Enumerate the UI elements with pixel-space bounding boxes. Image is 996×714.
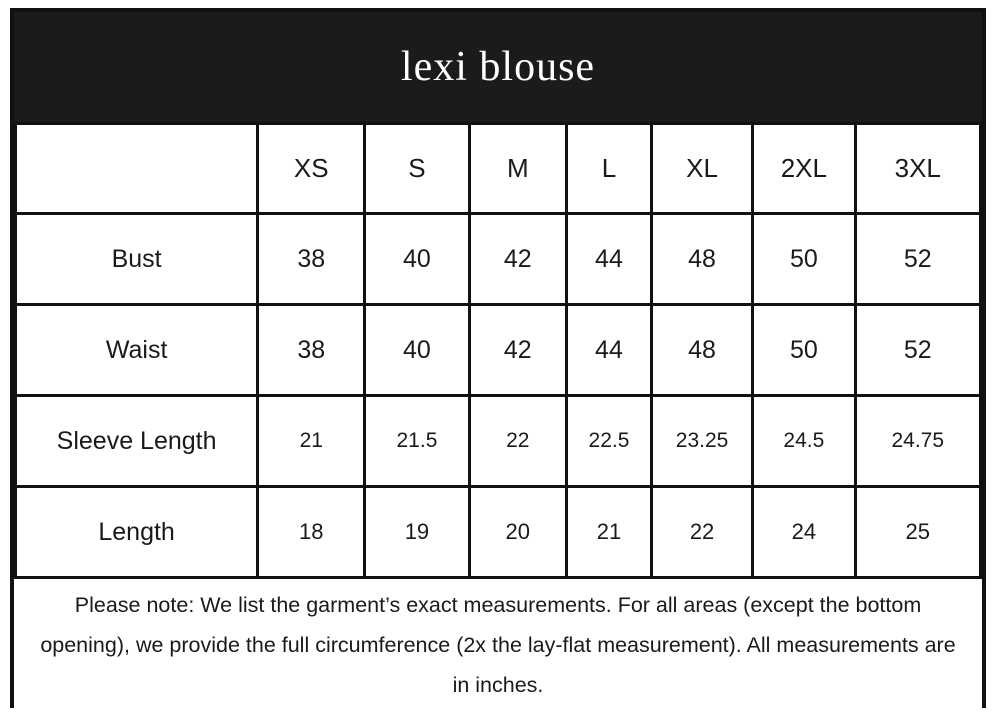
cell-sleeve-xs: 21 — [256, 394, 367, 488]
cell-bust-m: 42 — [467, 212, 569, 306]
cell-bust-s: 40 — [363, 212, 471, 306]
cell-sleeve-xl: 23.25 — [649, 394, 755, 488]
table-row-waist: Waist 38 40 42 44 48 50 52 — [13, 303, 982, 397]
size-header-xs: XS — [256, 122, 367, 215]
size-header-3xl: 3XL — [853, 122, 982, 215]
chart-title: lexi blouse — [400, 44, 596, 90]
cell-length-2xl: 24 — [751, 485, 857, 579]
cell-waist-xs: 38 — [256, 303, 367, 397]
cell-waist-xl: 48 — [649, 303, 755, 397]
corner-cell — [13, 122, 260, 215]
cell-waist-2xl: 50 — [751, 303, 857, 397]
cell-waist-l: 44 — [565, 303, 653, 397]
size-header-row: XS S M L XL 2XL 3XL — [13, 122, 982, 215]
row-label-length: Length — [13, 485, 260, 579]
size-header-xl: XL — [649, 122, 755, 215]
size-header-2xl: 2XL — [751, 122, 857, 215]
cell-sleeve-3xl: 24.75 — [853, 394, 982, 488]
cell-bust-2xl: 50 — [751, 212, 857, 306]
row-label-waist: Waist — [13, 303, 260, 397]
cell-bust-xs: 38 — [256, 212, 367, 306]
cell-length-xl: 22 — [649, 485, 755, 579]
size-table: XS S M L XL 2XL 3XL Bust 38 40 42 44 48 — [13, 122, 982, 579]
cell-length-m: 20 — [467, 485, 569, 579]
cell-bust-3xl: 52 — [853, 212, 982, 306]
row-label-bust: Bust — [13, 212, 260, 306]
table-row-bust: Bust 38 40 42 44 48 50 52 — [13, 212, 982, 306]
chart-title-band: lexi blouse — [14, 12, 982, 122]
cell-length-3xl: 25 — [853, 485, 982, 579]
size-header-m: M — [467, 122, 569, 215]
cell-bust-xl: 48 — [649, 212, 755, 306]
table-row-sleeve-length: Sleeve Length 21 21.5 22 22.5 23.25 24.5… — [13, 394, 982, 488]
cell-waist-3xl: 52 — [853, 303, 982, 397]
cell-bust-l: 44 — [565, 212, 653, 306]
cell-sleeve-l: 22.5 — [565, 394, 653, 488]
size-chart: lexi blouse XS S M L XL — [10, 8, 986, 711]
row-label-sleeve-length: Sleeve Length — [13, 394, 260, 488]
table-row-length: Length 18 19 20 21 22 24 25 — [13, 485, 982, 579]
measurement-note: Please note: We list the garment’s exact… — [14, 579, 982, 711]
cell-sleeve-2xl: 24.5 — [751, 394, 857, 488]
size-header-l: L — [565, 122, 653, 215]
cell-sleeve-m: 22 — [467, 394, 569, 488]
cell-length-l: 21 — [565, 485, 653, 579]
cell-waist-m: 42 — [467, 303, 569, 397]
cell-sleeve-s: 21.5 — [363, 394, 471, 488]
size-header-s: S — [363, 122, 471, 215]
cell-waist-s: 40 — [363, 303, 471, 397]
cell-length-s: 19 — [363, 485, 471, 579]
cell-length-xs: 18 — [256, 485, 367, 579]
